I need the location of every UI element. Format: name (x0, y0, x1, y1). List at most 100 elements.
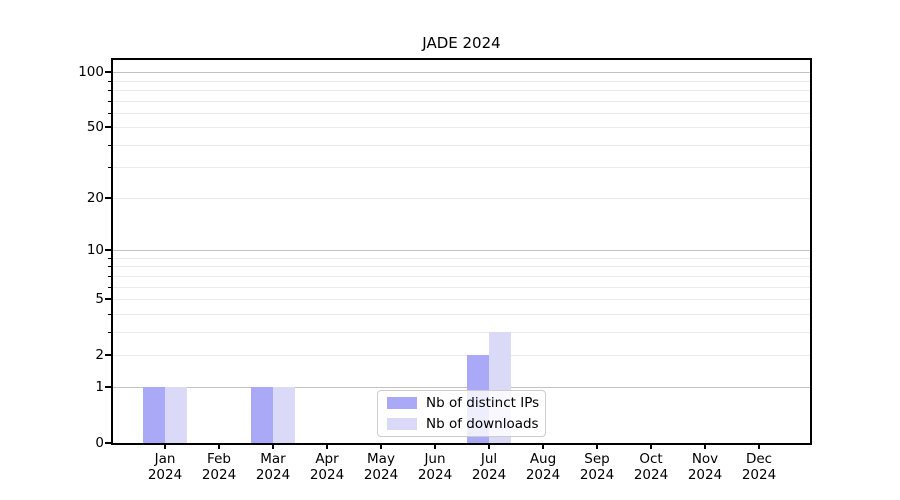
y-tick-mark-minor-70 (108, 101, 111, 102)
x-tick-label-apr: Apr 2024 (297, 451, 357, 483)
x-tick-month-sep: Sep (584, 451, 610, 467)
y-tick-label-50: 50 (86, 119, 104, 135)
x-tick-mark-jul (488, 445, 490, 449)
gridline-minor-40 (113, 145, 810, 146)
x-tick-year-feb: 2024 (201, 467, 237, 483)
chart-title: JADE 2024 (422, 34, 501, 52)
x-tick-mark-apr (326, 445, 328, 449)
x-tick-label-dec: Dec 2024 (729, 451, 789, 483)
x-tick-label-feb: Feb 2024 (189, 451, 249, 483)
gridline-minor-9 (113, 258, 810, 259)
gridline-minor-7 (113, 276, 810, 277)
x-tick-mark-sep (596, 445, 598, 449)
x-tick-month-feb: Feb (207, 451, 231, 467)
x-tick-month-may: May (367, 451, 395, 467)
legend-row-nb-of-downloads: Nb of downloads (387, 416, 545, 432)
x-tick-mark-jan (164, 445, 166, 449)
x-tick-mark-feb (218, 445, 220, 449)
x-tick-mark-aug (542, 445, 544, 449)
x-tick-mark-jun (434, 445, 436, 449)
x-tick-mark-oct (650, 445, 652, 449)
y-tick-mark-minor-40 (108, 145, 111, 146)
x-tick-month-jan: Jan (154, 451, 176, 467)
x-tick-month-apr: Apr (315, 451, 339, 467)
x-tick-label-mar: Mar 2024 (243, 451, 303, 483)
y-tick-mark-minor-8 (108, 266, 111, 267)
y-tick-mark-minor-3 (108, 332, 111, 333)
x-tick-mark-nov (704, 445, 706, 449)
x-tick-label-aug: Aug 2024 (513, 451, 573, 483)
x-tick-year-dec: 2024 (741, 467, 777, 483)
y-tick-mark-minor-60 (108, 113, 111, 114)
gridline-minor-8 (113, 266, 810, 267)
y-tick-mark-100 (105, 71, 111, 73)
y-tick-mark-minor-5 (108, 299, 111, 300)
y-tick-mark-minor-30 (108, 167, 111, 168)
gridline-minor-70 (113, 101, 810, 102)
x-tick-year-jul: 2024 (471, 467, 507, 483)
bar-nb-of-downloads-jan (165, 387, 187, 443)
y-tick-mark-10 (105, 249, 111, 251)
legend-label-nb-of-downloads: Nb of downloads (426, 416, 539, 432)
y-tick-mark-0 (105, 442, 111, 444)
y-tick-mark-minor-7 (108, 276, 111, 277)
y-tick-mark-minor-4 (108, 314, 111, 315)
x-tick-year-aug: 2024 (525, 467, 561, 483)
x-tick-label-jul: Jul 2024 (459, 451, 519, 483)
legend-label-nb-of-distinct-ips: Nb of distinct IPs (426, 395, 540, 411)
y-tick-label-0: 0 (95, 435, 104, 451)
gridline-major-10 (113, 250, 810, 251)
y-tick-mark-1 (105, 386, 111, 388)
gridline-minor-3 (113, 332, 810, 333)
gridline-major-100 (113, 72, 810, 73)
x-tick-mark-dec (758, 445, 760, 449)
x-tick-label-nov: Nov 2024 (675, 451, 735, 483)
x-tick-year-apr: 2024 (309, 467, 345, 483)
y-tick-label-5: 5 (95, 291, 104, 307)
y-tick-label-20: 20 (86, 190, 104, 206)
x-tick-month-jun: Jun (424, 451, 446, 467)
x-tick-year-oct: 2024 (633, 467, 669, 483)
y-tick-mark-minor-9 (108, 258, 111, 259)
x-tick-month-aug: Aug (529, 451, 557, 467)
x-tick-month-mar: Mar (260, 451, 286, 467)
legend-swatch-nb-of-distinct-ips (387, 397, 417, 409)
y-tick-mark-minor-90 (108, 81, 111, 82)
gridline-minor-90 (113, 81, 810, 82)
x-tick-year-jun: 2024 (417, 467, 453, 483)
x-tick-mark-mar (272, 445, 274, 449)
bar-nb-of-downloads-mar (273, 387, 295, 443)
gridline-minor-2 (113, 355, 810, 356)
gridline-minor-30 (113, 167, 810, 168)
gridline-minor-60 (113, 113, 810, 114)
y-tick-label-100: 100 (78, 64, 104, 80)
bar-nb-of-distinct-ips-mar (251, 387, 273, 443)
legend-swatch-nb-of-downloads (387, 418, 417, 430)
x-tick-month-jul: Jul (480, 451, 498, 467)
x-tick-mark-may (380, 445, 382, 449)
x-tick-year-jan: 2024 (147, 467, 183, 483)
x-tick-month-oct: Oct (639, 451, 663, 467)
x-tick-month-nov: Nov (691, 451, 719, 467)
gridline-minor-5 (113, 299, 810, 300)
y-tick-mark-minor-80 (108, 90, 111, 91)
x-tick-month-dec: Dec (745, 451, 773, 467)
gridline-minor-50 (113, 127, 810, 128)
x-tick-year-mar: 2024 (255, 467, 291, 483)
gridline-minor-6 (113, 287, 810, 288)
y-tick-label-2: 2 (95, 347, 104, 363)
x-tick-label-oct: Oct 2024 (621, 451, 681, 483)
x-tick-year-sep: 2024 (579, 467, 615, 483)
bar-nb-of-distinct-ips-jan (143, 387, 165, 443)
gridline-minor-80 (113, 90, 810, 91)
x-tick-label-may: May 2024 (351, 451, 411, 483)
y-tick-mark-minor-20 (108, 198, 111, 199)
gridline-minor-20 (113, 198, 810, 199)
legend-row-nb-of-distinct-ips: Nb of distinct IPs (387, 395, 545, 411)
x-tick-label-jan: Jan 2024 (135, 451, 195, 483)
y-tick-mark-minor-50 (108, 127, 111, 128)
x-tick-year-nov: 2024 (687, 467, 723, 483)
x-tick-label-sep: Sep 2024 (567, 451, 627, 483)
x-tick-label-jun: Jun 2024 (405, 451, 465, 483)
